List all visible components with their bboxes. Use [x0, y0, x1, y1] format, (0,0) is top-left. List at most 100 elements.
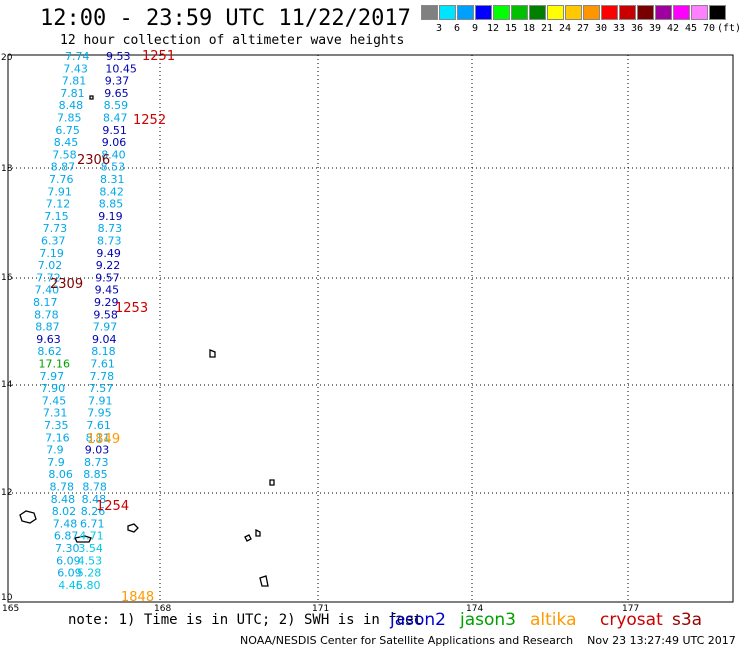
units-note: note: 1) Time is in UTC; 2) SWH is in fe…	[68, 612, 423, 628]
y-tick-label: 16	[1, 273, 13, 283]
scale-swatch	[691, 5, 708, 20]
scale-label: 45	[684, 23, 698, 34]
scale-swatch	[475, 5, 492, 20]
swh-value: 8.85	[83, 468, 108, 481]
swh-value: 7.35	[44, 419, 69, 432]
scale-label: 6	[453, 23, 461, 34]
y-tick-label: 18	[1, 164, 13, 174]
swh-value: 8.73	[97, 235, 122, 248]
scale-label: 36	[630, 23, 644, 34]
scale-swatch	[529, 5, 546, 20]
island-outline	[255, 528, 261, 537]
swh-value: 7.43	[63, 62, 88, 75]
swh-value: 9.51	[102, 124, 127, 137]
swh-value: 7.61	[86, 419, 111, 432]
island-outline	[269, 479, 275, 486]
scale-label: 30	[594, 23, 608, 34]
swh-value: 7.85	[57, 112, 82, 125]
y-tick-label: 12	[1, 488, 12, 498]
satellite-jason3: jason3	[460, 610, 516, 630]
x-tick-label: 165	[2, 604, 19, 614]
swh-value: 8.40	[101, 148, 126, 161]
swh-value: 7.91	[47, 185, 72, 198]
scale-swatch	[583, 5, 600, 20]
swh-value: 9.63	[36, 333, 61, 346]
swh-value: 9.22	[96, 259, 121, 272]
altimeter-tracks: 7.747.437.817.818.487.856.758.457.588.87…	[33, 50, 137, 592]
pass-label: 2306	[77, 153, 110, 168]
scale-swatch	[655, 5, 672, 20]
scale-label: 24	[558, 23, 572, 34]
swh-value: 8.06	[48, 468, 73, 481]
pass-label: 1848	[121, 590, 154, 605]
pass-labels: 1251 1252 2306 2309 1253 1849 1254 1848	[50, 49, 175, 605]
island-outline	[74, 535, 92, 543]
swh-value: 9.04	[92, 333, 117, 346]
swh-value: 6.09	[56, 554, 81, 567]
scale-swatch	[511, 5, 528, 20]
swh-value: 7.58	[52, 148, 76, 161]
pass-label: 1252	[133, 113, 166, 128]
swh-value: 7.15	[44, 210, 68, 223]
swh-value: 7.31	[43, 407, 68, 420]
swh-value: 7.72	[36, 271, 61, 284]
swh-value: 8.26	[81, 505, 106, 518]
swh-value: 7.02	[38, 259, 63, 272]
scale-label: 42	[666, 23, 680, 34]
pass-label: 1253	[115, 301, 148, 316]
pass-label: 1251	[142, 49, 175, 64]
swh-value: 8.02	[52, 505, 76, 518]
swh-value: 7.57	[89, 382, 114, 395]
swh-value: 6.75	[55, 124, 80, 137]
swh-value: 4.71	[79, 530, 104, 543]
swh-value: 9.37	[105, 75, 130, 88]
swh-value: 9.58	[93, 308, 118, 321]
swh-value: 4.53	[78, 554, 103, 567]
swh-value: 9.45	[95, 284, 120, 297]
swh-value: 7.16	[45, 431, 70, 444]
swh-value: 7.91	[88, 394, 113, 407]
island-outline	[209, 349, 216, 358]
scale-swatch	[601, 5, 618, 20]
swh-value: 7.30	[55, 542, 80, 555]
swh-value: 17.16	[39, 358, 71, 371]
swh-value: 4.46	[58, 579, 83, 592]
swh-value: 8.48	[51, 493, 76, 506]
swh-value: 9.57	[95, 271, 120, 284]
scale-swatch	[547, 5, 564, 20]
swh-value: 8.62	[37, 345, 62, 358]
swh-value: 5.80	[76, 579, 101, 592]
island-outline	[259, 575, 269, 587]
scale-label: 15	[504, 23, 518, 34]
swh-value: 7.97	[40, 370, 65, 383]
scale-label: 21	[540, 23, 554, 34]
island-outline	[19, 510, 37, 524]
swh-value: 8.73	[98, 222, 123, 235]
scale-swatch	[565, 5, 582, 20]
scale-swatch	[421, 5, 438, 20]
swh-value: 8.45	[54, 136, 79, 149]
island-coastlines	[19, 95, 275, 587]
swh-value: 7.12	[46, 198, 71, 211]
swh-value: 8.78	[82, 481, 107, 494]
y-tick-label: 20	[1, 53, 13, 63]
swh-value: 9.06	[102, 136, 127, 149]
axis-ticks: 165 168 171 174 177 20 18 16 14 12 10	[1, 53, 639, 614]
y-tick-label: 10	[1, 593, 13, 603]
swh-value: 8.73	[84, 456, 109, 469]
swh-value: 7.95	[87, 407, 112, 420]
chart-subtitle: 12 hour collection of altimeter wave hei…	[60, 33, 405, 48]
swh-value: 8.87	[51, 161, 76, 174]
swh-value: 7.81	[60, 87, 84, 100]
scale-swatch	[673, 5, 690, 20]
swh-value: 8.11	[86, 431, 111, 444]
swh-value: 7.19	[39, 247, 64, 260]
swh-value: 8.48	[59, 99, 84, 112]
swh-value: 8.85	[99, 198, 124, 211]
swh-value: 8.42	[99, 185, 124, 198]
scale-label: 9	[471, 23, 479, 34]
satellite-altika: altika	[530, 610, 577, 630]
island-outline	[244, 534, 252, 542]
swh-value: 7.48	[53, 517, 78, 530]
